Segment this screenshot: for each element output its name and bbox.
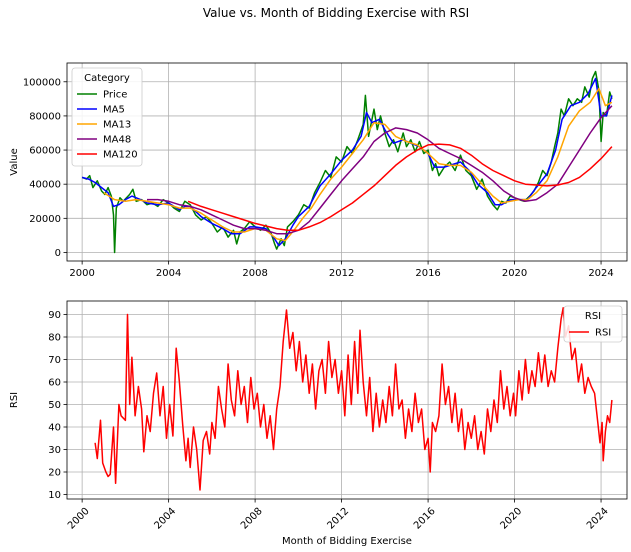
value-xtick-label: 2012 xyxy=(329,268,354,279)
rsi-ytick-label: 90 xyxy=(48,310,61,321)
rsi-ytick-label: 40 xyxy=(48,423,61,434)
value-ytick-label: 40000 xyxy=(29,180,61,191)
value-ytick-label: 0 xyxy=(55,248,61,259)
value-chart: 2000 2004 2008 2012 2016 2020 2024 0 20000 40000 6… xyxy=(9,62,628,279)
value-legend-label-ma13: MA13 xyxy=(103,120,131,131)
rsi-ylabel: RSI xyxy=(9,392,20,408)
rsi-ytick-label: 10 xyxy=(48,490,61,501)
value-legend-title: Category xyxy=(84,73,130,84)
value-ytick-label: 60000 xyxy=(29,146,61,157)
rsi-chart: 2000 2004 2008 2012 2016 2020 2024102030405060… xyxy=(9,300,628,547)
value-legend-label-price: Price xyxy=(103,90,127,101)
rsi-ytick-label: 80 xyxy=(48,333,61,344)
rsi-ytick-label: 30 xyxy=(48,445,61,456)
value-plot-frame xyxy=(66,62,628,262)
rsi-plot-frame xyxy=(66,300,628,500)
value-ytick-label: 100000 xyxy=(23,77,61,88)
value-xtick-label: 2008 xyxy=(242,268,267,279)
rsi-ytick-label: 60 xyxy=(48,378,61,389)
rsi-legend-label-rsi: RSI xyxy=(595,328,611,339)
rsi-ytick-label: 50 xyxy=(48,400,61,411)
rsi-series-rsi-line xyxy=(94,307,613,491)
value-xtick-label: 2020 xyxy=(502,268,527,279)
value-ylabel: Value xyxy=(9,148,20,175)
value-xtick-label: 2000 xyxy=(69,268,94,279)
rsi-legend-box xyxy=(563,305,623,343)
value-xtick-label: 2024 xyxy=(588,268,613,279)
figure-suptitle: Value vs. Month of Bidding Exercise with… xyxy=(203,6,469,20)
value-xtick-label: 2016 xyxy=(415,268,440,279)
value-legend: Category Price MA5 MA13 MA48 MA120 xyxy=(71,67,143,167)
rsi-xlabel: Month of Bidding Exercise xyxy=(282,536,412,547)
value-legend-label-ma120: MA120 xyxy=(103,150,138,161)
rsi-legend: RSI RSI xyxy=(563,305,623,343)
value-ytick-label: 80000 xyxy=(29,111,61,122)
value-legend-label-ma5: MA5 xyxy=(103,105,125,116)
rsi-legend-title: RSI xyxy=(585,311,601,322)
rsi-ytick-label: 20 xyxy=(48,468,61,479)
value-series-ma48-line xyxy=(147,105,613,235)
value-series-ma13-line xyxy=(103,87,613,242)
value-xtick-label: 2004 xyxy=(156,268,181,279)
value-ytick-label: 20000 xyxy=(29,214,61,225)
value-legend-box xyxy=(71,67,143,167)
value-series-ma120-line xyxy=(187,143,613,232)
value-legend-label-ma48: MA48 xyxy=(103,135,131,146)
rsi-ytick-label: 70 xyxy=(48,355,61,366)
